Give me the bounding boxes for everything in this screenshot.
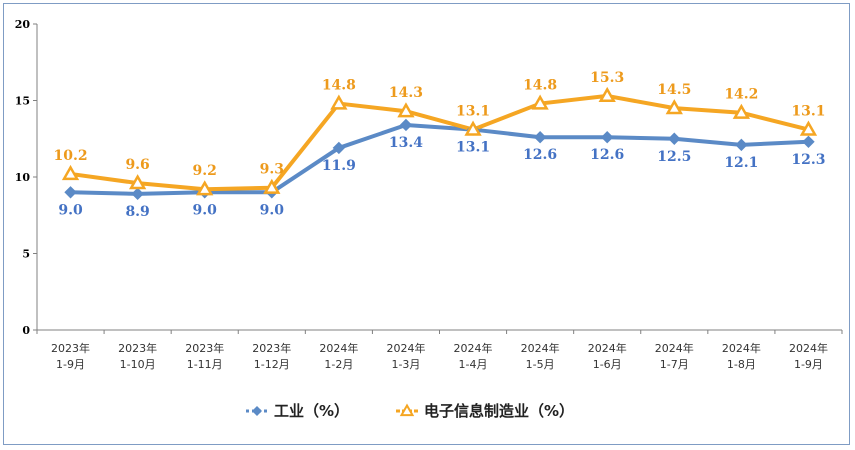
x-tick-label: 2024年 — [319, 341, 358, 355]
series-0-data-label: 13.1 — [456, 140, 490, 156]
x-tick-label: 2023年 — [252, 341, 291, 355]
series-line-1 — [68, 93, 811, 192]
series-0-data-label: 12.1 — [724, 155, 758, 171]
x-tick-label: 1-7月 — [660, 358, 689, 371]
series-1-marker — [61, 164, 80, 181]
series-1-marker — [732, 103, 751, 119]
legend-label-0: 工业（%） — [274, 402, 349, 420]
x-tick-label: 2024年 — [655, 341, 694, 355]
x-tick-label: 1-8月 — [727, 358, 756, 371]
series-0-marker — [64, 186, 77, 199]
y-tick-label: 20 — [15, 18, 31, 31]
series-1-data-label: 15.3 — [590, 70, 624, 86]
series-1-marker — [263, 178, 281, 194]
x-tick-label: 2024年 — [521, 341, 560, 355]
y-tick-label: 0 — [22, 324, 30, 337]
series-lines — [68, 93, 811, 196]
series-0-marker — [735, 138, 748, 152]
x-tick-label: 1-6月 — [593, 358, 622, 371]
series-1-data-label: 10.2 — [53, 148, 87, 164]
series-1-marker — [196, 180, 214, 196]
series-0-data-label: 9.0 — [58, 202, 83, 218]
series-1-data-label: 9.2 — [193, 163, 217, 179]
series-0-data-label: 8.9 — [125, 204, 149, 220]
axes: 0 5 10 15 20 2023年 1-9月 2023年 1-10月 2023年 1-11月 202… — [15, 18, 843, 371]
legend: 工业（%） 电子信息制造业（%） — [246, 402, 574, 420]
series-0-marker — [533, 131, 547, 144]
series-1-data-label: 13.1 — [791, 104, 825, 120]
series-1-marker — [598, 86, 616, 103]
x-tick-label: 2024年 — [789, 341, 828, 355]
series-1-marker — [799, 120, 818, 136]
markers — [61, 86, 818, 201]
series-0-marker — [399, 118, 413, 132]
x-tick-label: 1-3月 — [391, 358, 420, 371]
data-labels: 9.0 8.9 9.0 9.0 11.9 13.4 13.1 12.6 12.6 12.5 12.1… — [53, 70, 825, 220]
series-1-data-label: 14.8 — [523, 78, 557, 94]
series-1-data-label: 14.5 — [657, 82, 691, 98]
series-0-marker — [802, 135, 815, 149]
x-tick-label: 1-5月 — [526, 358, 555, 371]
x-tick-label: 2024年 — [386, 341, 425, 355]
series-0-data-label: 12.6 — [523, 147, 557, 163]
x-tick-label: 1-9月 — [56, 358, 85, 371]
series-1-data-label: 14.2 — [724, 87, 758, 103]
x-tick-label: 1-9月 — [794, 358, 823, 371]
x-tick-label: 1-10月 — [120, 358, 156, 371]
series-1-data-label: 14.8 — [322, 78, 356, 94]
series-1-data-label: 13.1 — [456, 104, 490, 120]
series-0-data-label: 9.0 — [260, 202, 285, 218]
x-tick-label: 2023年 — [118, 341, 157, 355]
x-tick-label: 1-2月 — [324, 358, 353, 371]
series-1-marker — [128, 174, 147, 190]
x-tick-label: 1-11月 — [187, 358, 223, 371]
x-tick-label: 2024年 — [454, 341, 493, 355]
series-1-data-label: 9.6 — [125, 157, 149, 173]
series-0-data-label: 9.0 — [193, 202, 218, 218]
x-tick-label: 1-4月 — [459, 358, 488, 371]
legend-marker-1 — [399, 403, 415, 417]
legend-marker-0 — [252, 406, 262, 416]
series-0-data-label: 12.6 — [590, 147, 624, 163]
legend-label-1: 电子信息制造业（%） — [424, 402, 574, 420]
x-tick-label: 2024年 — [722, 341, 761, 355]
series-0-marker — [131, 187, 144, 201]
series-0-marker — [601, 131, 614, 144]
series-0-marker — [668, 132, 681, 145]
series-1-marker — [330, 94, 348, 110]
series-1-marker — [531, 94, 549, 110]
series-0-marker — [332, 141, 346, 155]
series-1-marker — [464, 120, 482, 136]
y-tick-label: 10 — [15, 171, 31, 184]
x-tick-label: 1-12月 — [254, 358, 290, 371]
chart-frame: 0 5 10 15 20 2023年 1-9月 2023年 1-10月 2023年 1-11月 202… — [3, 3, 850, 445]
x-tick-label: 2024年 — [588, 341, 627, 355]
x-tick-label: 2023年 — [51, 341, 90, 355]
series-0-data-label: 11.9 — [322, 158, 356, 174]
series-1-data-label: 14.3 — [389, 85, 423, 101]
y-tick-label: 15 — [15, 95, 30, 108]
series-1-data-label: 9.3 — [260, 162, 284, 178]
x-tick-label: 2023年 — [185, 341, 224, 355]
series-0-data-label: 12.3 — [791, 152, 825, 168]
y-tick-label: 5 — [22, 248, 30, 261]
series-1-marker — [665, 99, 683, 115]
series-1-marker — [397, 102, 415, 118]
series-0-data-label: 13.4 — [389, 135, 423, 151]
series-0-data-label: 12.5 — [657, 149, 691, 165]
line-chart: 0 5 10 15 20 2023年 1-9月 2023年 1-10月 2023年 1-11月 202… — [15, 18, 843, 420]
series-line-0 — [68, 122, 811, 196]
